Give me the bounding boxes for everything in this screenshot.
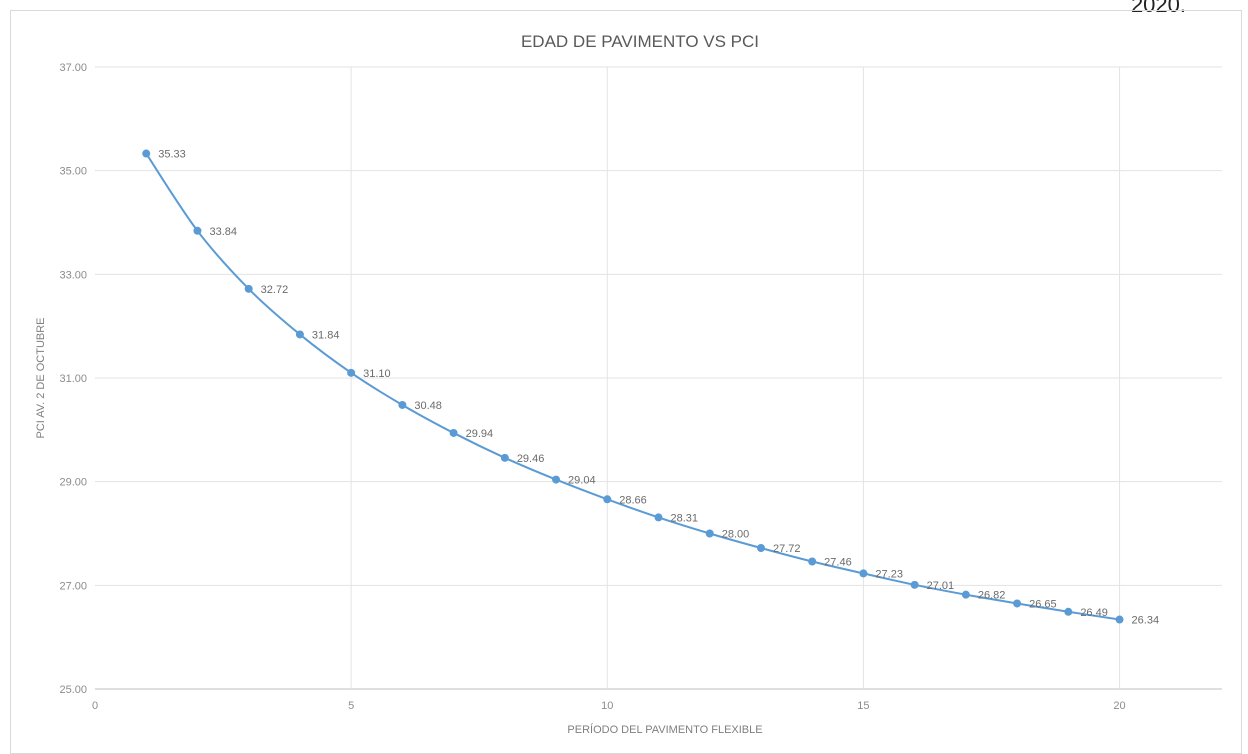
data-label: 28.00 — [722, 529, 750, 541]
x-tick-label: 0 — [92, 700, 98, 712]
data-point — [808, 557, 817, 566]
y-tick-label: 31.00 — [59, 373, 87, 385]
data-point — [910, 580, 919, 589]
data-point — [1013, 599, 1022, 608]
data-label: 33.84 — [209, 226, 237, 238]
x-axis-ticks: 0 5 10 15 20 — [92, 700, 1126, 712]
y-tick-label: 33.00 — [59, 269, 87, 281]
series-line — [145, 153, 1120, 621]
data-point — [705, 529, 714, 538]
data-point — [859, 569, 868, 578]
y-tick-label: 25.00 — [59, 684, 87, 696]
data-label: 28.31 — [671, 512, 699, 524]
gridlines — [95, 66, 1222, 690]
data-label: 26.65 — [1029, 598, 1057, 610]
data-point — [1064, 607, 1073, 616]
data-label: 27.46 — [824, 556, 852, 568]
data-point — [552, 475, 561, 484]
data-label: 30.48 — [414, 400, 442, 412]
data-point — [193, 226, 202, 235]
data-point — [654, 513, 663, 522]
data-point — [500, 453, 509, 462]
data-label: 28.66 — [619, 494, 647, 506]
data-label: 27.23 — [875, 568, 903, 580]
data-label: 26.34 — [1132, 615, 1160, 627]
data-point — [398, 400, 407, 409]
data-point — [347, 368, 356, 377]
data-point — [756, 544, 765, 553]
data-label: 31.84 — [312, 329, 340, 341]
y-tick-label: 37.00 — [59, 62, 87, 74]
data-points — [142, 149, 1124, 624]
data-point — [961, 590, 970, 599]
y-tick-label: 27.00 — [59, 580, 87, 592]
x-tick-label: 15 — [857, 700, 869, 712]
y-tick-label: 29.00 — [59, 477, 87, 489]
data-label: 31.10 — [363, 368, 391, 380]
data-point — [1115, 615, 1124, 624]
y-axis-ticks: 25.00 27.00 29.00 31.00 33.00 35.00 37.00 — [59, 62, 87, 696]
data-label: 26.49 — [1080, 607, 1108, 619]
data-point — [295, 330, 304, 339]
data-point — [142, 149, 151, 158]
corner-text: 2020. — [1130, 0, 1186, 17]
data-label: 29.94 — [466, 428, 494, 440]
data-label: 35.33 — [158, 149, 186, 161]
x-tick-label: 20 — [1113, 700, 1125, 712]
data-label: 29.46 — [517, 453, 545, 465]
y-tick-label: 35.00 — [59, 166, 87, 178]
data-labels: 35.33 33.84 32.72 31.84 31.10 30.48 29.94 29.46… — [158, 149, 1159, 627]
data-point — [449, 428, 458, 437]
data-label: 32.72 — [261, 284, 289, 296]
data-label: 27.01 — [927, 580, 955, 592]
x-axis-title: PERÍODO DEL PAVIMENTO FLEXIBLE — [567, 723, 762, 736]
data-point — [603, 495, 612, 504]
data-label: 27.72 — [773, 543, 801, 555]
x-tick-label: 10 — [601, 700, 613, 712]
data-point — [244, 284, 253, 293]
chart-title: EDAD DE PAVIMENTO VS PCI — [521, 32, 759, 51]
x-tick-label: 5 — [348, 700, 354, 712]
data-label: 29.04 — [568, 475, 596, 487]
y-axis-title: PCI AV. 2 DE OCTUBRE — [35, 317, 47, 438]
data-label: 26.82 — [978, 590, 1006, 602]
